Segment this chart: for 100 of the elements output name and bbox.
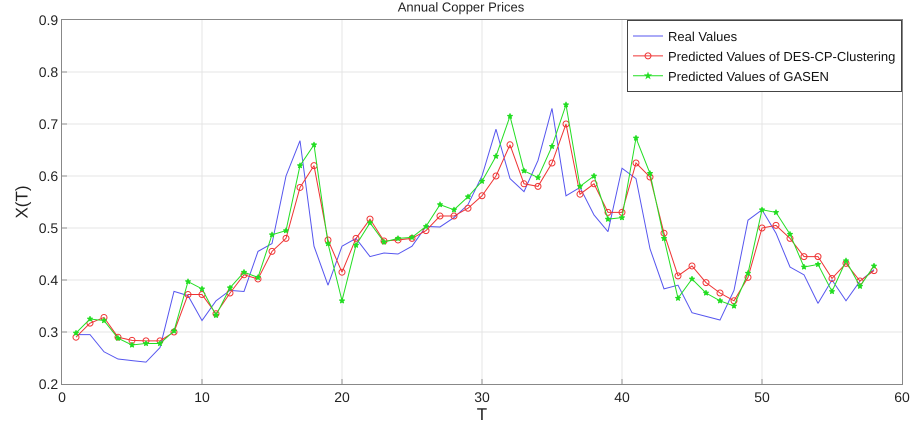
- point: [674, 294, 682, 301]
- point: [436, 201, 444, 208]
- point: [422, 223, 430, 230]
- point: [800, 253, 808, 260]
- point: [772, 209, 780, 216]
- point: [240, 271, 248, 278]
- point: [772, 222, 780, 229]
- point: [548, 160, 556, 166]
- point: [632, 160, 640, 166]
- point: [198, 286, 206, 292]
- y-tick-label: 0.4: [38, 272, 58, 288]
- x-tick-label: 50: [754, 388, 770, 405]
- point: [758, 224, 766, 232]
- point: [72, 330, 80, 336]
- point: [128, 336, 136, 344]
- point: [744, 270, 752, 276]
- point: [422, 227, 430, 234]
- point: [506, 141, 514, 148]
- point: [590, 172, 598, 179]
- point: [464, 204, 472, 212]
- point: [856, 282, 864, 290]
- point: [240, 268, 248, 275]
- point: [842, 260, 850, 267]
- point: [100, 314, 108, 321]
- x-tick-label: 0: [58, 388, 66, 405]
- point: [534, 182, 542, 190]
- point: [450, 212, 458, 220]
- point: [100, 317, 108, 324]
- point: [324, 240, 332, 246]
- point: [828, 288, 836, 294]
- point: [730, 297, 738, 304]
- y-tick-label: 0.9: [38, 12, 58, 28]
- point: [828, 274, 836, 282]
- x-tick-label: 40: [614, 388, 630, 405]
- y-tick-label: 0.8: [38, 64, 58, 80]
- point: [758, 206, 766, 213]
- point: [366, 220, 374, 226]
- point: [842, 257, 850, 264]
- point: [296, 184, 304, 191]
- point: [450, 206, 458, 213]
- point: [604, 216, 612, 222]
- point: [688, 276, 696, 282]
- point: [268, 248, 276, 255]
- x-tick-label: 20: [334, 388, 350, 405]
- point: [660, 235, 668, 242]
- point: [142, 340, 150, 346]
- point: [86, 320, 94, 327]
- legend-label: Predicted Values of GASEN: [668, 68, 829, 84]
- point: [660, 230, 668, 237]
- point: [632, 134, 640, 141]
- point: [296, 162, 304, 168]
- y-tick-label: 0.5: [38, 220, 58, 236]
- point: [800, 264, 808, 270]
- point: [520, 180, 528, 188]
- point: [520, 168, 528, 174]
- point: [618, 208, 626, 216]
- point: [814, 253, 822, 260]
- point: [226, 290, 234, 296]
- point: [324, 236, 332, 244]
- point: [688, 262, 696, 270]
- point: [814, 261, 822, 268]
- point: [506, 112, 514, 119]
- legend-label: Predicted Values of DES-CP-Clustering: [668, 48, 896, 64]
- point: [464, 194, 472, 200]
- point: [310, 142, 318, 148]
- point: [548, 143, 556, 150]
- point: [534, 174, 542, 180]
- point: [744, 274, 752, 281]
- point: [870, 262, 878, 269]
- point: [282, 227, 290, 234]
- point: [478, 192, 486, 200]
- point: [184, 278, 192, 284]
- y-tick-label: 0.6: [38, 168, 58, 184]
- point: [352, 234, 360, 242]
- point: [716, 298, 724, 304]
- point: [562, 101, 570, 108]
- point: [786, 230, 794, 238]
- point: [156, 337, 164, 344]
- point: [716, 290, 724, 296]
- point: [156, 340, 164, 346]
- chart-title: Annual Copper Prices: [398, 0, 525, 14]
- point: [338, 268, 346, 276]
- point: [562, 120, 570, 128]
- point: [618, 214, 626, 220]
- point: [786, 234, 794, 242]
- y-tick-label: 0.3: [38, 324, 58, 340]
- y-axis-title: X(T): [12, 185, 32, 219]
- point: [338, 298, 346, 304]
- x-tick-label: 30: [474, 388, 490, 405]
- point: [576, 190, 584, 198]
- point: [184, 291, 192, 298]
- y-tick-label: 0.2: [38, 376, 58, 392]
- point: [870, 267, 878, 274]
- point: [492, 172, 500, 180]
- point: [268, 231, 276, 238]
- point: [310, 162, 318, 170]
- point: [856, 278, 864, 285]
- point: [646, 170, 654, 176]
- point: [590, 180, 598, 188]
- point: [702, 290, 710, 296]
